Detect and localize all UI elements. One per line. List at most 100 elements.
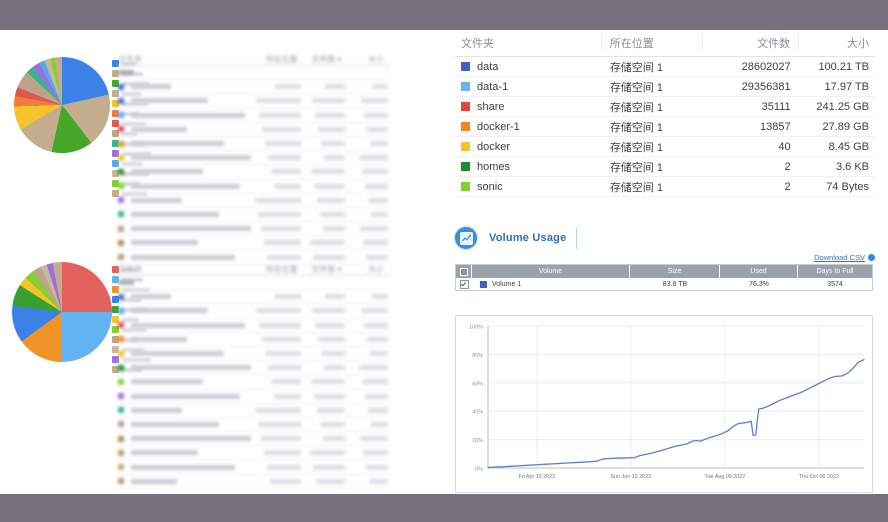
table-row[interactable]: docker-1 存储空间 1 13857 27.89 GB: [455, 117, 875, 137]
folder-location-cell: 存储空间 1: [609, 61, 663, 74]
row-checkbox[interactable]: [456, 279, 472, 289]
folder-color-swatch: [461, 182, 470, 191]
legend-label-redacted: [122, 101, 148, 106]
size-col-header[interactable]: Size: [630, 265, 720, 278]
window-top-bar: [0, 0, 888, 30]
legend-swatch: [112, 180, 119, 187]
legend-item: [112, 326, 151, 333]
legend-swatch: [112, 130, 119, 137]
select-all-checkbox[interactable]: [456, 265, 472, 278]
download-csv-link[interactable]: Download CSV: [814, 253, 865, 262]
volume-usage-chart[interactable]: 0% 20% 40% 60% 80% 100% Fri Apr 15 2022 Sun Jun…: [455, 315, 873, 493]
table-row[interactable]: data-1 存储空间 1 29356381 17.97 TB: [455, 77, 875, 97]
folder-name-cell: data: [455, 61, 602, 73]
folder-count-cell: 13857: [760, 120, 791, 133]
redacted-table-row[interactable]: [118, 80, 390, 95]
legend-swatch: [112, 110, 119, 117]
folder-size-cell: 74 Bytes: [826, 180, 869, 193]
redacted-table-row[interactable]: [118, 460, 390, 475]
download-icon[interactable]: [868, 254, 875, 261]
volume-col-header[interactable]: Volume: [472, 265, 630, 278]
volume-usage-title: Volume Usage: [489, 232, 567, 244]
redacted-table-row[interactable]: [118, 194, 390, 208]
redacted-table-row[interactable]: [118, 165, 390, 180]
legend-swatch: [112, 170, 119, 177]
redacted-table-row[interactable]: [118, 475, 390, 489]
volume-table-row[interactable]: Volume 1 83.8 TB 76.3% 3574: [456, 278, 872, 290]
volume-usage-tab[interactable]: Volume Usage: [483, 227, 578, 249]
pie-top-slices: [14, 57, 110, 153]
folder-name-cell: homes: [455, 161, 602, 173]
pie-chart-top: [14, 57, 110, 153]
redacted-table-row[interactable]: [118, 250, 390, 265]
legend-swatch: [112, 140, 119, 147]
folder-size-cell: 27.89 GB: [822, 120, 869, 133]
redacted-table-row[interactable]: [118, 94, 390, 109]
redacted-table-header: 文件夹 所在位置 文件数 ▾ 大小: [118, 48, 390, 66]
redacted-table-row[interactable]: [118, 123, 390, 137]
redacted-group-row[interactable]: [118, 276, 390, 291]
col-header-name[interactable]: 文件夹: [461, 38, 494, 50]
legend-swatch: [112, 296, 119, 303]
redacted-table-row[interactable]: [118, 290, 390, 305]
col-header-location[interactable]: 所在位置: [600, 35, 703, 51]
redacted-group-row[interactable]: [118, 66, 390, 81]
legend-item: [112, 120, 151, 127]
redacted-folder-table-top[interactable]: 文件夹 所在位置 文件数 ▾ 大小: [118, 48, 390, 265]
redacted-table-row[interactable]: [118, 347, 390, 362]
days-to-full-col-header[interactable]: Days to Full: [816, 268, 854, 275]
legend-swatch: [112, 160, 119, 167]
folder-name-text: docker: [477, 140, 511, 153]
table-row[interactable]: homes 存储空间 1 2 3.6 KB: [455, 157, 875, 177]
redacted-table-row[interactable]: [118, 432, 390, 447]
folder-size-cell: 3.6 KB: [835, 160, 869, 173]
redacted-table-row[interactable]: [118, 222, 390, 237]
redacted-folder-table-bottom[interactable]: 文件夹 所在位置 文件数 ▾ 大小: [118, 258, 390, 489]
pie-bottom-slices: [12, 262, 112, 362]
col-header-size[interactable]: 大小: [798, 35, 875, 51]
table-row[interactable]: docker 存储空间 1 40 8.45 GB: [455, 137, 875, 157]
folder-count-cell: 40: [778, 140, 791, 153]
volume-name-cell: Volume 1: [472, 280, 630, 288]
redacted-table-row[interactable]: [118, 319, 390, 333]
svg-text:20%: 20%: [472, 438, 483, 444]
redacted-table-row[interactable]: [118, 137, 390, 152]
volume-used-cell: 76.3%: [749, 280, 769, 288]
folder-location-cell: 存储空间 1: [609, 161, 663, 174]
used-col-header[interactable]: Used: [720, 265, 798, 278]
folder-count-cell: 35111: [761, 100, 791, 113]
legend-swatch: [112, 366, 119, 373]
table-row[interactable]: data 存储空间 1 28602027 100.21 TB: [455, 57, 875, 77]
redacted-table-row[interactable]: [118, 236, 390, 251]
volume-name-text: Volume 1: [492, 280, 522, 288]
redacted-table-row[interactable]: [118, 109, 390, 123]
folder-name-cell: data-1: [455, 81, 602, 93]
redacted-table-row[interactable]: [118, 375, 390, 390]
redacted-table-row[interactable]: [118, 208, 390, 223]
col-header-count[interactable]: 文件数: [702, 35, 798, 51]
redacted-table-row[interactable]: [118, 418, 390, 433]
folder-name-text: data-1: [477, 80, 509, 93]
redacted-table-row[interactable]: [118, 404, 390, 418]
pie-chart-bottom: [12, 262, 112, 362]
redacted-table-row[interactable]: [118, 180, 390, 194]
legend-label-redacted: [122, 357, 151, 362]
redacted-table-row[interactable]: [118, 304, 390, 319]
redacted-table-row[interactable]: [118, 446, 390, 461]
legend-swatch: [112, 356, 119, 363]
legend-label-redacted: [122, 181, 140, 186]
folder-color-swatch: [461, 102, 470, 111]
redacted-table-row[interactable]: [118, 361, 390, 376]
legend-label-redacted: [122, 61, 136, 66]
redacted-table-row[interactable]: [118, 333, 390, 347]
table-row[interactable]: sonic 存储空间 1 2 74 Bytes: [455, 177, 875, 197]
legend-label-redacted: [122, 337, 137, 342]
svg-text:Fri Apr 15 2022: Fri Apr 15 2022: [518, 474, 555, 480]
redacted-table-row[interactable]: [118, 151, 390, 166]
table-row[interactable]: share 存储空间 1 35111 241.25 GB: [455, 97, 875, 117]
legend-item: [112, 80, 151, 87]
folder-count-cell: 2: [784, 160, 791, 173]
legend-label-redacted: [122, 347, 144, 352]
redacted-table-row[interactable]: [118, 390, 390, 404]
folder-name-text: sonic: [477, 180, 503, 193]
